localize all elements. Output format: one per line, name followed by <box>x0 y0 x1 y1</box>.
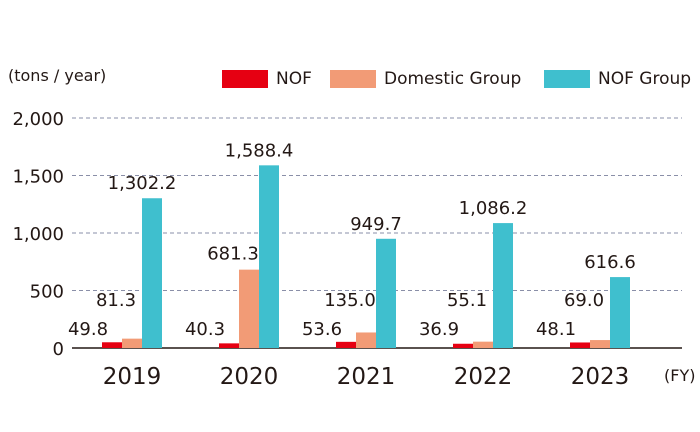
y-tick-label: 2,000 <box>12 109 64 130</box>
data-label-nof-group: 1,302.2 <box>108 173 177 194</box>
legend-item-nof-group: NOF Group <box>544 69 691 89</box>
legend-item-domestic-group: Domestic Group <box>330 69 521 89</box>
bar-nof <box>102 342 122 348</box>
data-label-nof: 49.8 <box>68 319 108 340</box>
data-label-domestic-group: 55.1 <box>447 290 487 311</box>
bar-domestic-group <box>356 332 376 348</box>
data-label-nof-group: 616.6 <box>584 252 636 273</box>
x-tick-label: 2023 <box>571 364 630 390</box>
bar-nof <box>219 343 239 348</box>
x-tick-label: 2020 <box>220 364 279 390</box>
x-tick-label: 2022 <box>454 364 513 390</box>
x-axis-unit: (FY) <box>664 366 696 385</box>
legend-label-domestic-group: Domestic Group <box>384 69 522 89</box>
y-tick-label: 1,000 <box>12 224 64 245</box>
data-label-nof-group: 1,086.2 <box>459 198 528 219</box>
legend-swatch-nof-group <box>544 70 590 88</box>
data-label-nof-group: 1,588.4 <box>225 140 294 161</box>
legend-swatch-nof <box>222 70 268 88</box>
data-label-domestic-group: 69.0 <box>564 290 604 311</box>
bar-nof-group <box>142 198 162 348</box>
bar-nof <box>336 341 356 348</box>
bar-nof-group <box>376 238 396 348</box>
bar-nof <box>570 342 590 348</box>
data-label-domestic-group: 681.3 <box>207 244 259 265</box>
bar-domestic-group <box>590 340 610 348</box>
data-label-nof: 36.9 <box>419 319 459 340</box>
y-tick-label: 1,500 <box>12 167 64 188</box>
bar-nof-group <box>259 165 279 348</box>
y-tick-label: 500 <box>30 282 64 303</box>
legend-item-nof: NOF <box>222 69 312 89</box>
data-label-domestic-group: 81.3 <box>96 290 136 311</box>
x-tick-label: 2021 <box>337 364 396 390</box>
bar-domestic-group <box>239 269 259 348</box>
bar-nof-group <box>493 223 513 348</box>
bar-nof-group <box>610 277 630 348</box>
data-label-domestic-group: 135.0 <box>324 290 376 311</box>
bar-domestic-group <box>122 338 142 348</box>
data-label-nof: 53.6 <box>302 319 342 340</box>
bar-nof <box>453 343 473 348</box>
legend-label-nof: NOF <box>276 69 312 89</box>
y-tick-label: 0 <box>53 339 64 360</box>
data-label-nof: 48.1 <box>536 319 576 340</box>
bar-domestic-group <box>473 341 493 348</box>
y-axis-label: (tons / year) <box>8 66 107 85</box>
data-label-nof-group: 949.7 <box>350 214 402 235</box>
x-tick-label: 2019 <box>103 364 162 390</box>
legend-swatch-domestic-group <box>330 70 376 88</box>
data-label-nof: 40.3 <box>185 319 225 340</box>
legend-label-nof-group: NOF Group <box>598 69 692 89</box>
